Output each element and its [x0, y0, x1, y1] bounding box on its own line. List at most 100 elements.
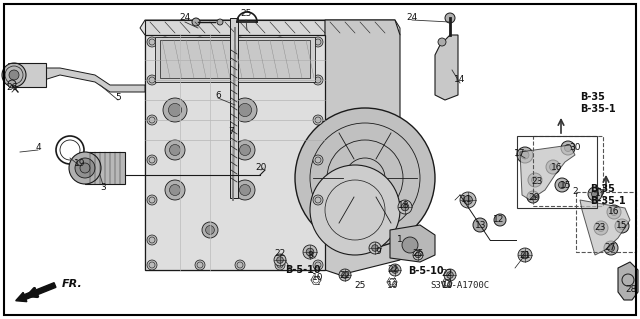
Circle shape	[389, 264, 401, 276]
Circle shape	[165, 140, 185, 160]
Circle shape	[313, 195, 323, 205]
Polygon shape	[390, 225, 435, 262]
Text: 23: 23	[531, 176, 543, 186]
Text: 22: 22	[339, 271, 351, 279]
Circle shape	[235, 180, 255, 200]
Text: 23: 23	[595, 224, 605, 233]
Text: 13: 13	[476, 220, 487, 229]
Circle shape	[444, 269, 456, 281]
Circle shape	[235, 260, 245, 270]
Circle shape	[313, 37, 323, 47]
Circle shape	[401, 203, 409, 211]
Bar	[85, 152, 125, 184]
Text: 22: 22	[442, 270, 452, 278]
Text: B-5-10: B-5-10	[285, 265, 321, 275]
Text: 24: 24	[406, 12, 418, 21]
Text: 10: 10	[442, 281, 454, 291]
Text: 26: 26	[6, 84, 18, 93]
Polygon shape	[20, 68, 145, 92]
Circle shape	[604, 241, 618, 255]
Circle shape	[274, 254, 286, 266]
Circle shape	[2, 63, 26, 87]
Polygon shape	[435, 35, 458, 100]
Circle shape	[217, 19, 223, 25]
Circle shape	[618, 222, 625, 229]
Polygon shape	[140, 20, 400, 35]
Circle shape	[473, 218, 487, 232]
Circle shape	[518, 248, 532, 262]
Bar	[517, 136, 597, 208]
Bar	[160, 40, 310, 78]
Bar	[14, 63, 46, 87]
Text: 3: 3	[100, 183, 106, 192]
Circle shape	[550, 164, 557, 170]
Circle shape	[372, 245, 378, 251]
Text: 25: 25	[240, 10, 252, 19]
Circle shape	[438, 38, 446, 46]
Circle shape	[69, 152, 101, 184]
Circle shape	[546, 160, 560, 174]
Circle shape	[239, 103, 252, 117]
FancyArrow shape	[16, 283, 56, 302]
Text: 2: 2	[572, 188, 578, 197]
Text: S3V4-A1700C: S3V4-A1700C	[431, 280, 490, 290]
Circle shape	[195, 260, 205, 270]
Text: 4: 4	[35, 143, 41, 152]
Text: 29: 29	[528, 194, 540, 203]
Text: 5: 5	[115, 93, 121, 101]
Circle shape	[415, 252, 420, 258]
Circle shape	[202, 222, 218, 238]
Text: B-35
B-35-1: B-35 B-35-1	[590, 184, 626, 206]
Circle shape	[392, 267, 398, 273]
Text: 15: 15	[560, 182, 572, 190]
Text: B-35
B-35-1: B-35 B-35-1	[580, 92, 616, 114]
Circle shape	[528, 173, 542, 187]
Text: 16: 16	[608, 207, 620, 217]
Text: 21: 21	[519, 250, 531, 259]
Text: FR.: FR.	[62, 279, 83, 289]
Text: 20: 20	[255, 162, 267, 172]
Bar	[576, 192, 636, 252]
Circle shape	[588, 187, 602, 201]
Circle shape	[313, 155, 323, 165]
Circle shape	[615, 219, 629, 233]
Circle shape	[165, 180, 185, 200]
Circle shape	[398, 200, 412, 214]
Circle shape	[147, 115, 157, 125]
Circle shape	[168, 103, 182, 117]
Circle shape	[339, 269, 351, 281]
Circle shape	[147, 75, 157, 85]
Text: 16: 16	[551, 164, 563, 173]
Circle shape	[531, 176, 538, 183]
Circle shape	[342, 272, 348, 278]
Circle shape	[235, 140, 255, 160]
Circle shape	[160, 37, 170, 47]
Circle shape	[239, 184, 250, 196]
Circle shape	[205, 226, 214, 234]
Text: 9: 9	[375, 248, 381, 256]
Circle shape	[295, 108, 435, 248]
Circle shape	[413, 250, 423, 260]
Circle shape	[170, 184, 180, 196]
Circle shape	[195, 37, 205, 47]
Circle shape	[8, 80, 16, 88]
Text: 17: 17	[595, 189, 607, 197]
Circle shape	[313, 75, 323, 85]
Circle shape	[555, 178, 569, 192]
Text: 17: 17	[515, 149, 525, 158]
Circle shape	[275, 260, 285, 270]
Text: 1: 1	[397, 235, 403, 244]
Text: 19: 19	[74, 159, 86, 167]
Circle shape	[147, 155, 157, 165]
Circle shape	[463, 196, 472, 204]
Circle shape	[494, 214, 506, 226]
Circle shape	[521, 251, 529, 259]
Circle shape	[313, 115, 323, 125]
Circle shape	[594, 221, 608, 235]
Circle shape	[561, 141, 575, 155]
Circle shape	[611, 209, 618, 216]
Bar	[155, 37, 315, 82]
Circle shape	[460, 192, 476, 208]
Circle shape	[564, 145, 572, 152]
Circle shape	[170, 145, 180, 155]
